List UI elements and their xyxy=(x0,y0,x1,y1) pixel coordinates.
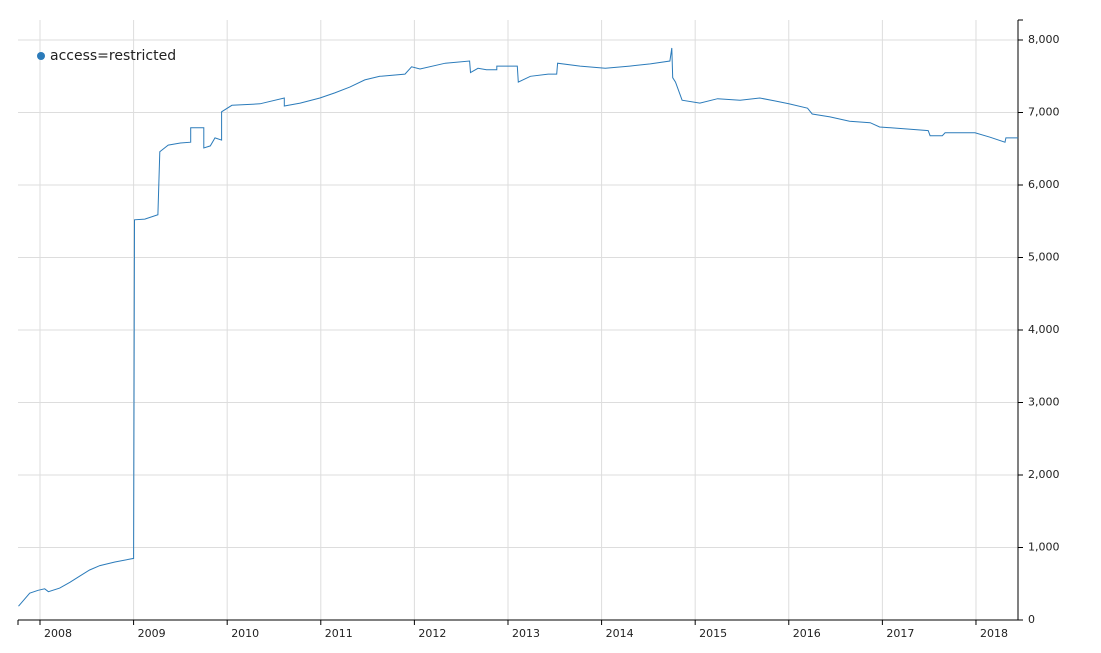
x-tick-label: 2017 xyxy=(886,627,914,640)
legend-marker xyxy=(37,52,45,60)
y-tick-label: 2,000 xyxy=(1028,468,1060,481)
x-tick-label: 2011 xyxy=(325,627,353,640)
x-tick-label: 2010 xyxy=(231,627,259,640)
x-tick-label: 2008 xyxy=(44,627,72,640)
data-line xyxy=(18,47,1019,607)
x-tick-label: 2014 xyxy=(606,627,634,640)
x-tick-label: 2018 xyxy=(980,627,1008,640)
x-tick-label: 2016 xyxy=(793,627,821,640)
y-tick-label: 7,000 xyxy=(1028,106,1060,119)
x-tick-label: 2012 xyxy=(418,627,446,640)
y-tick-label: 8,000 xyxy=(1028,33,1060,46)
y-tick-label: 6,000 xyxy=(1028,178,1060,191)
y-tick-label: 3,000 xyxy=(1028,396,1060,409)
x-tick-label: 2009 xyxy=(138,627,166,640)
y-tick-label: 1,000 xyxy=(1028,541,1060,554)
y-tick-label: 5,000 xyxy=(1028,251,1060,264)
y-tick-label: 0 xyxy=(1028,613,1035,626)
x-tick-label: 2015 xyxy=(699,627,727,640)
y-tick-label: 4,000 xyxy=(1028,323,1060,336)
x-tick-label: 2013 xyxy=(512,627,540,640)
legend-label: access=restricted xyxy=(50,48,176,64)
